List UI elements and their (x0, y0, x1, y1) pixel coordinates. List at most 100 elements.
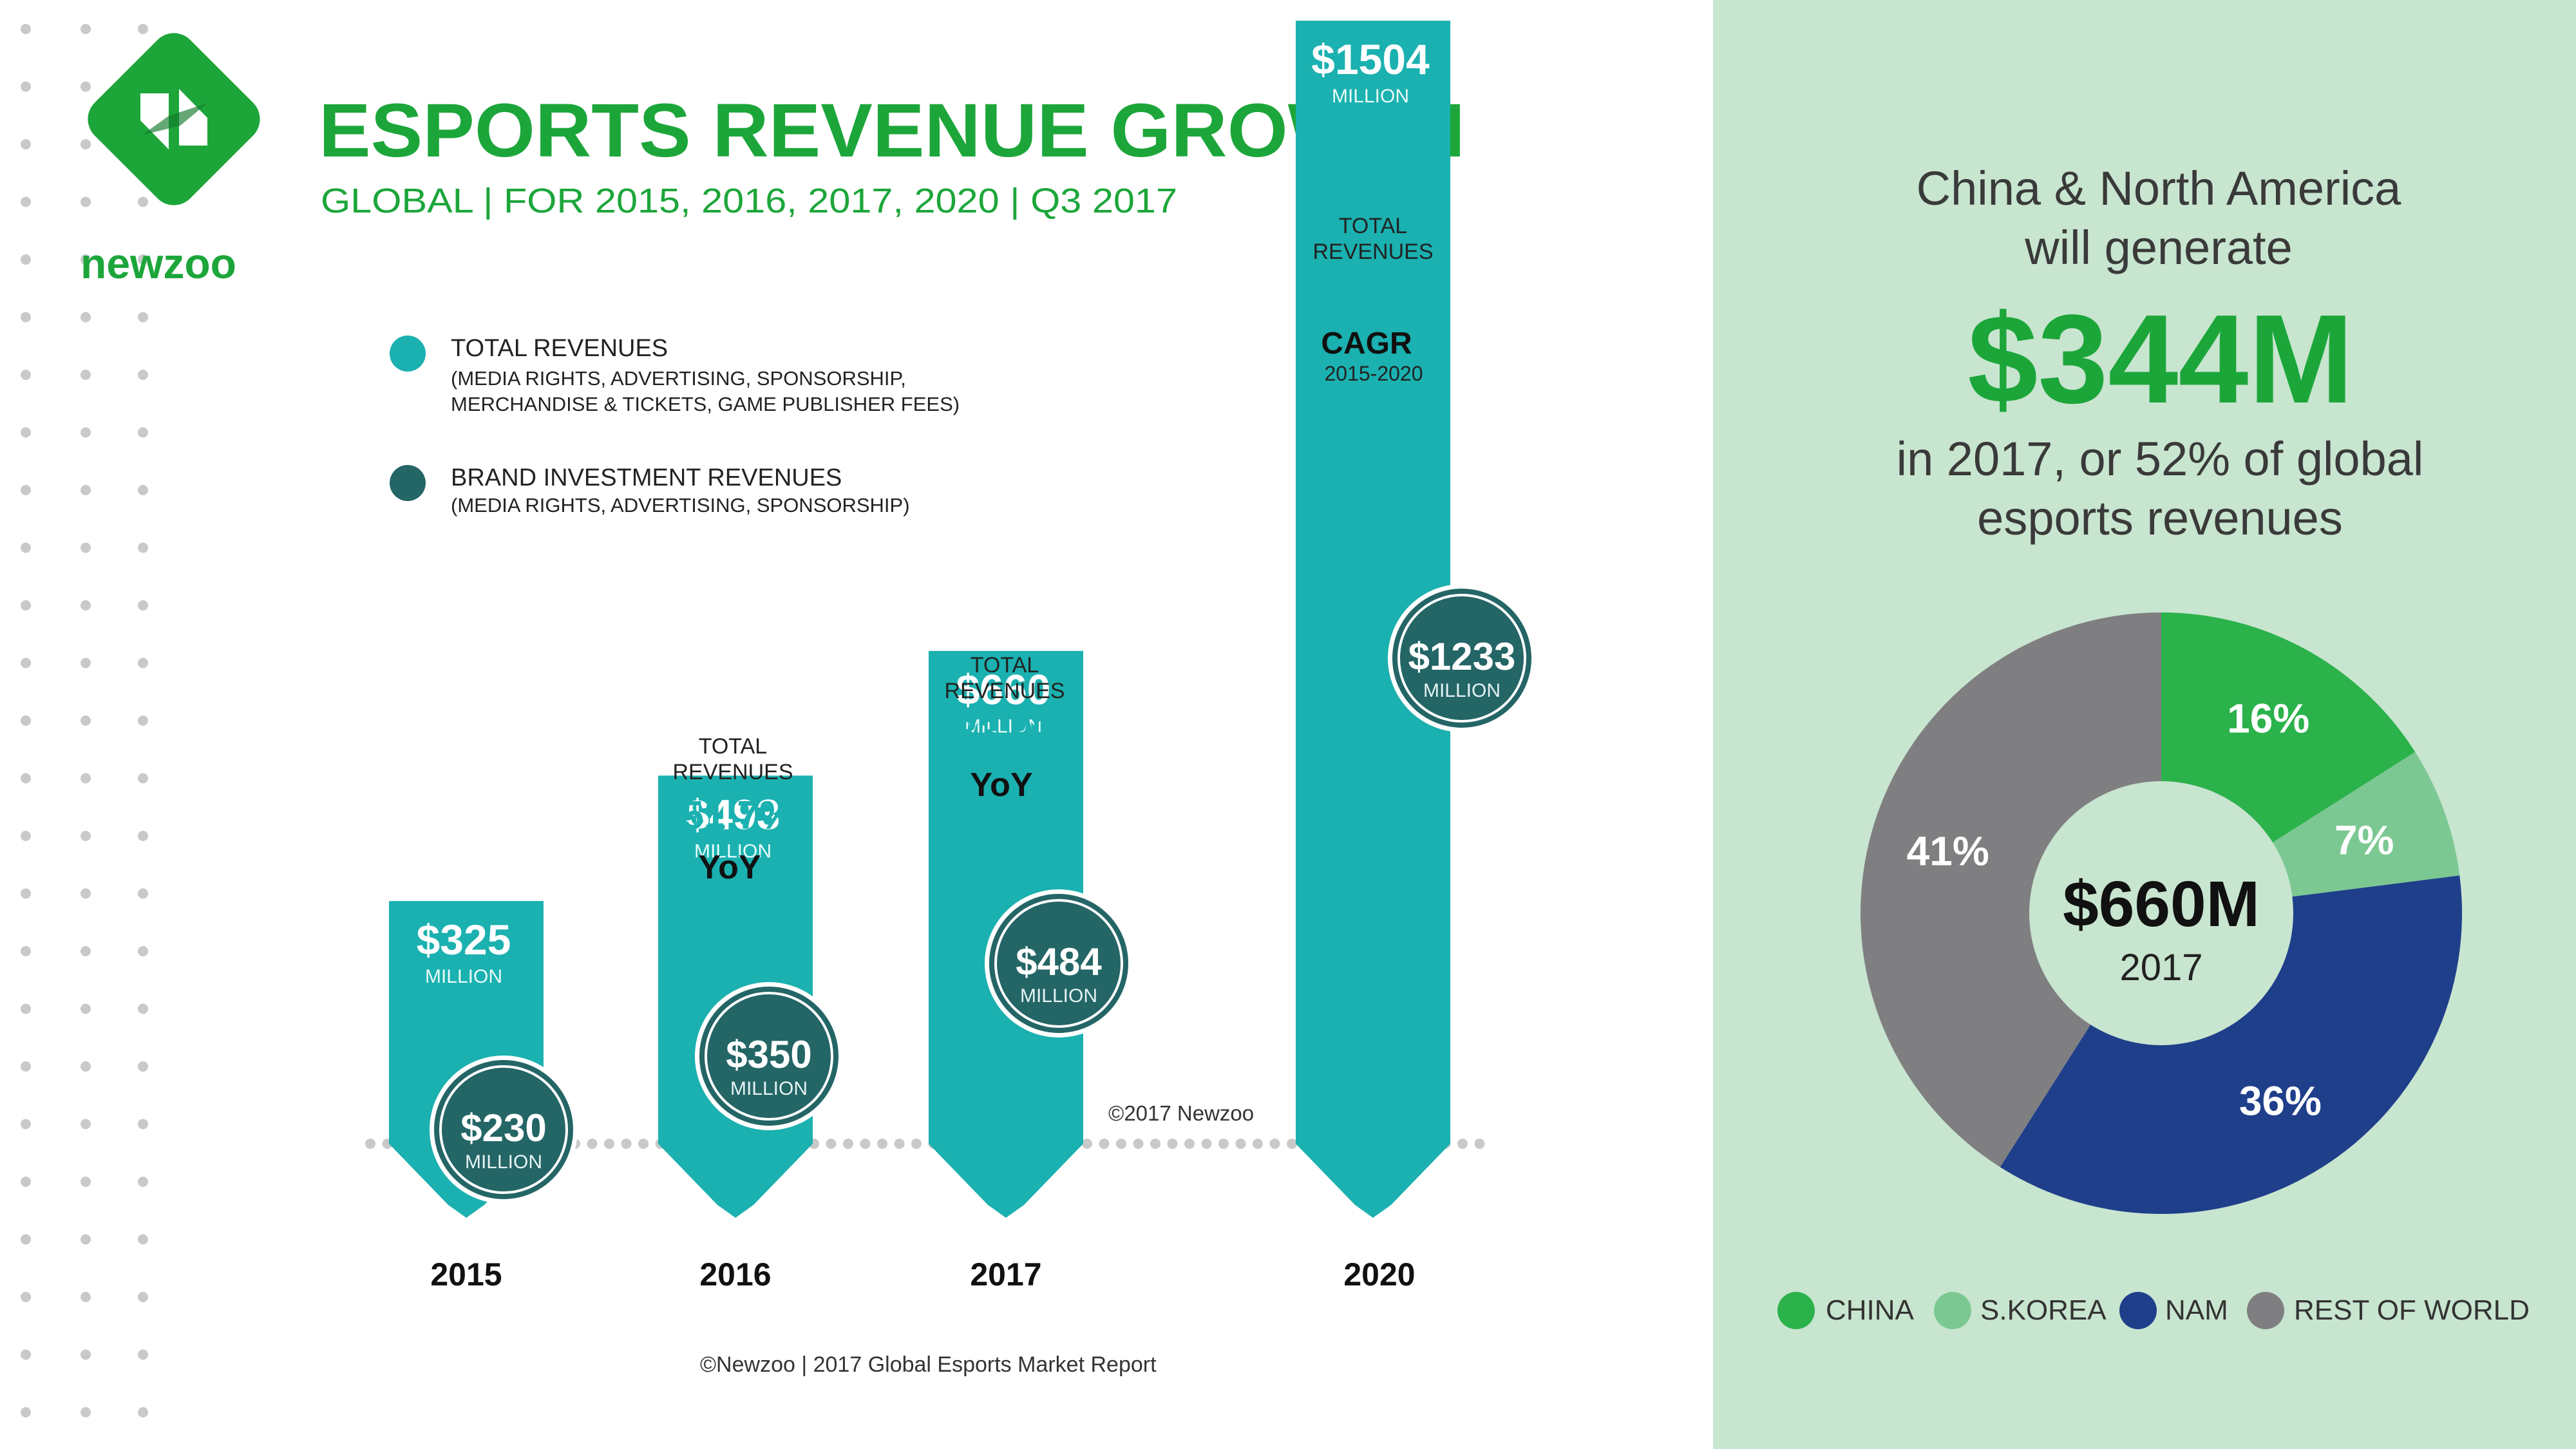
dot-grid-dot (138, 831, 148, 841)
dot-grid-dot (21, 831, 31, 841)
dot-grid-dot (80, 831, 91, 841)
dot-grid-dot (138, 196, 148, 207)
bubble-brand-2015 (434, 1060, 573, 1199)
logo-text: newzoo (80, 240, 236, 287)
legend-brand-desc-1: (MEDIA RIGHTS, ADVERTISING, SPONSORSHIP) (451, 494, 910, 516)
logo-mark-left (140, 93, 169, 149)
x-tick-label-2015: 2015 (430, 1256, 502, 1293)
bar-total-2020 (1296, 21, 1450, 1218)
growth-2016-line2: REVENUES (672, 760, 793, 784)
legend-swatch-total (390, 336, 426, 372)
baseline-dot (638, 1139, 649, 1149)
legend-swatch-brand (390, 465, 426, 501)
dot-grid-dot (138, 715, 148, 726)
donut-slice-label-s-korea: 7% (2334, 817, 2394, 864)
dot-grid-dot (138, 542, 148, 553)
bubble-brand-inner-ring-2015 (439, 1065, 568, 1194)
panel-line-4: esports revenues (1977, 491, 2343, 545)
bubble-brand-2020 (1392, 589, 1531, 728)
bubble-brand-unit-label-2020: MILLION (1423, 680, 1501, 701)
x-tick-label-2016: 2016 (699, 1256, 771, 1293)
dot-grid-dot (21, 485, 31, 495)
dot-grid-dot (21, 196, 31, 207)
dot-grid-dot (80, 24, 91, 34)
page-title: ESPORTS REVENUE GROWTH (319, 88, 1465, 173)
baseline-dot (1184, 1139, 1195, 1149)
bar-total-value-label-2015: $325 (417, 916, 511, 963)
baseline-dot (1218, 1139, 1229, 1149)
newzoo-logo: newzoo (80, 33, 260, 287)
dot-grid-dot (21, 312, 31, 323)
dot-grid-dot (21, 715, 31, 726)
dot-grid-dot (80, 658, 91, 668)
x-tick-label-2017: 2017 (970, 1256, 1041, 1293)
panel-line-3: in 2017, or 52% of global (1897, 432, 2424, 486)
dot-grid-dot (21, 370, 31, 380)
dot-grid-dot (138, 888, 148, 899)
baseline-dot (826, 1139, 837, 1149)
growth-2020-range: 2015-2020 (1324, 362, 1423, 385)
bubble-brand-2017 (989, 894, 1128, 1033)
dot-grid-dot (80, 1234, 91, 1245)
decorative-dot-grid (21, 24, 148, 1417)
baseline-dot (1269, 1139, 1280, 1149)
dot-grid-dot (138, 773, 148, 784)
donut-slice-nam (2000, 875, 2462, 1215)
dot-grid-dot (80, 254, 91, 265)
baseline-dot (877, 1139, 887, 1149)
dot-grid-dot (138, 1061, 148, 1072)
dot-grid-dot (21, 1407, 31, 1417)
bubble-brand-value-label-2020: $1233 (1408, 635, 1516, 678)
donut-slice-label-china: 16% (2227, 696, 2309, 742)
baseline-dot (365, 1139, 375, 1149)
panel-line-1: China & North America (1917, 162, 2401, 215)
growth-2020-line2: REVENUES (1312, 240, 1433, 264)
dot-grid-dot (21, 1119, 31, 1130)
bubble-brand-value-label-2015: $230 (460, 1106, 546, 1150)
bar-total-value-label-2020: $1504 (1311, 35, 1430, 83)
dot-grid-dot (21, 1177, 31, 1187)
bubble-brand-value-label-2017: $484 (1016, 940, 1102, 983)
legend-brand-title: BRAND INVESTMENT REVENUES (451, 464, 842, 491)
growth-annotation-2017: TOTAL REVENUES +33.9% YoY (932, 653, 1068, 804)
dot-grid-dot (138, 600, 148, 611)
dot-grid-dot (80, 81, 91, 92)
dot-grid-dot (138, 427, 148, 438)
donut-slice-label-rest-of-world: 41% (1907, 828, 1989, 875)
bubble-brand-unit-label-2016: MILLION (730, 1078, 808, 1099)
dot-grid-dot (80, 427, 91, 438)
baseline-dot (1099, 1139, 1110, 1149)
dot-grid-dot (138, 254, 148, 265)
right-panel-headline: China & North America will generate $344… (1897, 162, 2424, 545)
bubble-brand-value-label-2016: $350 (726, 1033, 811, 1076)
dot-grid-dot (80, 1407, 91, 1417)
bar-total-value-label-2016: $493 (686, 790, 781, 838)
dot-grid-dot (21, 139, 31, 149)
bar-total-unit-label-2015: MILLION (425, 966, 502, 987)
legend-label-rest: REST OF WORLD (2294, 1294, 2530, 1326)
bar-total-value-label-2017: $660 (956, 666, 1051, 714)
dot-grid-dot (21, 658, 31, 668)
growth-2017-line2: REVENUES (944, 679, 1065, 703)
dot-grid-dot (138, 1003, 148, 1014)
donut-slice-label-nam: 36% (2239, 1077, 2322, 1124)
copyright-watermark: ©2017 Newzoo (1108, 1101, 1254, 1125)
baseline-dot (1474, 1139, 1485, 1149)
legend-swatch-rest (2247, 1292, 2284, 1329)
dot-grid-dot (138, 24, 148, 34)
baseline-dot (911, 1139, 922, 1149)
dot-grid-dot (80, 312, 91, 323)
dot-grid-dot (21, 888, 31, 899)
baseline-dot (1167, 1139, 1178, 1149)
legend-swatch-nam (2119, 1292, 2157, 1329)
growth-2020-pct: +35.9% (1305, 272, 1442, 317)
dot-grid-dot (80, 485, 91, 495)
dot-grid-dot (21, 773, 31, 784)
panel-big-number: $344M (1967, 289, 2353, 430)
dot-grid-dot (80, 888, 91, 899)
dot-grid-dot (80, 139, 91, 149)
bubble-brand-unit-label-2015: MILLION (465, 1151, 542, 1173)
baseline-dot (894, 1139, 905, 1149)
logo-mark-shade (142, 103, 207, 135)
